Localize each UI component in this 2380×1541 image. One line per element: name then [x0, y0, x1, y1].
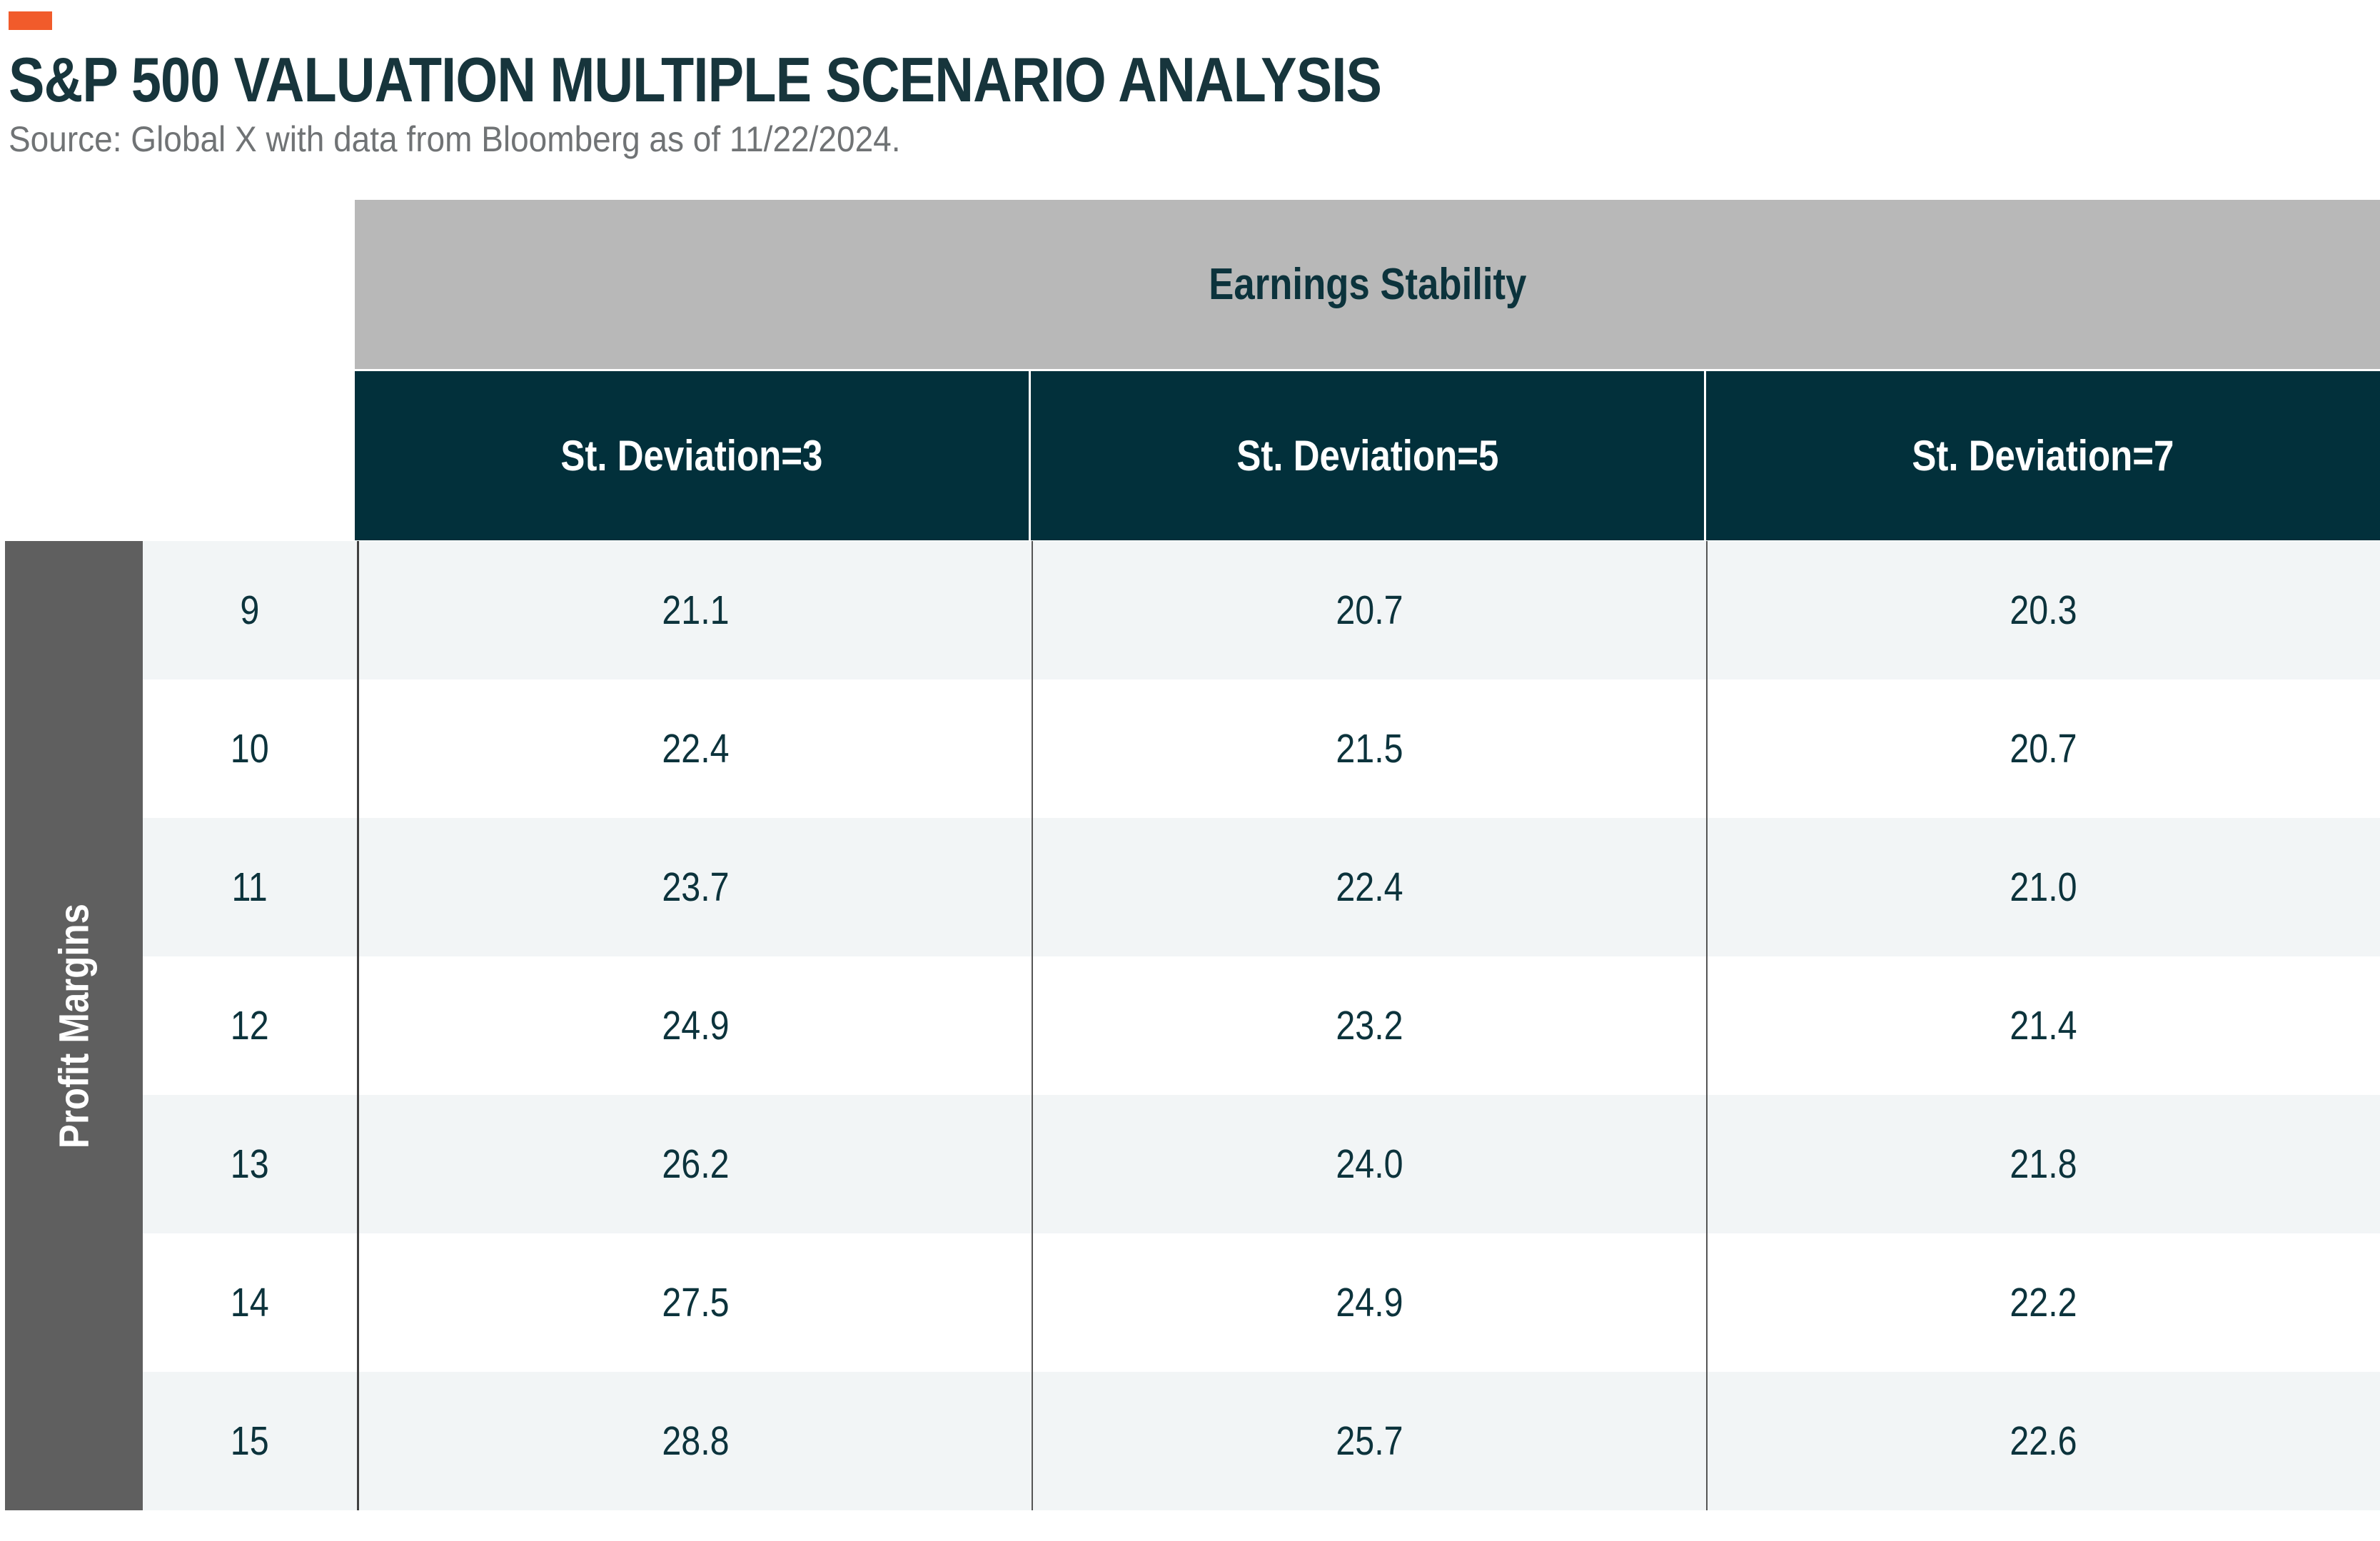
value: 20.3 — [2010, 587, 2077, 633]
column-header-stdev7-label: St. Deviation=7 — [1912, 432, 2174, 480]
row-label: 13 — [231, 1141, 269, 1187]
value: 20.7 — [2010, 726, 2077, 772]
row-data: 24.9 23.2 21.4 — [357, 956, 2380, 1095]
value: 21.4 — [2010, 1003, 2077, 1049]
row-label-cell: 12 — [143, 956, 357, 1095]
source-note: Source: Global X with data from Bloomber… — [9, 119, 901, 159]
value: 24.9 — [662, 1003, 730, 1049]
value-cell: 24.9 — [359, 956, 1032, 1095]
row-label-cell: 11 — [143, 818, 357, 956]
value: 26.2 — [662, 1141, 730, 1187]
value: 21.8 — [2010, 1141, 2077, 1187]
row-label-cell: 15 — [143, 1372, 357, 1510]
value-cell: 22.4 — [359, 679, 1032, 818]
value: 24.9 — [1336, 1280, 1403, 1325]
value-cell: 21.5 — [1032, 679, 1705, 818]
value: 28.8 — [662, 1418, 730, 1464]
row-label: 11 — [231, 864, 268, 910]
value: 22.2 — [2010, 1280, 2077, 1325]
value-cell: 26.2 — [359, 1095, 1032, 1233]
table-row: 10 22.4 21.5 20.7 — [143, 679, 2380, 818]
value-cell: 24.0 — [1032, 1095, 1705, 1233]
row-data: 23.7 22.4 21.0 — [357, 818, 2380, 956]
value: 27.5 — [662, 1280, 730, 1325]
page-title: S&P 500 VALUATION MULTIPLE SCENARIO ANAL… — [9, 44, 1382, 115]
value-cell: 23.7 — [359, 818, 1032, 956]
value-cell: 23.2 — [1032, 956, 1705, 1095]
row-data: 26.2 24.0 21.8 — [357, 1095, 2380, 1233]
table-row: 14 27.5 24.9 22.2 — [143, 1233, 2380, 1372]
row-label: 15 — [231, 1418, 269, 1464]
column-header-stdev5-label: St. Deviation=5 — [1236, 432, 1499, 480]
value: 22.6 — [2010, 1418, 2077, 1464]
value-cell: 22.4 — [1032, 818, 1705, 956]
row-label: 14 — [231, 1280, 269, 1325]
column-header-stdev3: St. Deviation=3 — [355, 371, 1029, 540]
table-row: 12 24.9 23.2 21.4 — [143, 956, 2380, 1095]
value: 21.5 — [1336, 726, 1403, 772]
table-row: 15 28.8 25.7 22.6 — [143, 1372, 2380, 1510]
row-label-cell: 10 — [143, 679, 357, 818]
row-data: 22.4 21.5 20.7 — [357, 679, 2380, 818]
value: 23.2 — [1336, 1003, 1403, 1049]
table-body: 9 21.1 20.7 20.3 10 22.4 21.5 20.7 11 — [143, 541, 2380, 1510]
value-cell: 25.7 — [1032, 1372, 1705, 1510]
value: 20.7 — [1336, 587, 1403, 633]
row-label-cell: 9 — [143, 541, 357, 679]
row-data: 27.5 24.9 22.2 — [357, 1233, 2380, 1372]
value-cell: 24.9 — [1032, 1233, 1705, 1372]
row-data: 28.8 25.7 22.6 — [357, 1372, 2380, 1510]
row-label: 12 — [231, 1003, 269, 1049]
value-cell: 21.1 — [359, 541, 1032, 679]
profit-margins-band: Profit Margins — [5, 541, 143, 1510]
column-header-stdev3-label: St. Deviation=3 — [560, 432, 823, 480]
row-label-cell: 14 — [143, 1233, 357, 1372]
earnings-stability-label: Earnings Stability — [1208, 260, 1527, 309]
value: 22.4 — [662, 726, 730, 772]
value-cell: 28.8 — [359, 1372, 1032, 1510]
column-header-stdev7: St. Deviation=7 — [1704, 371, 2380, 540]
row-label-cell: 13 — [143, 1095, 357, 1233]
column-header-row: St. Deviation=3 St. Deviation=5 St. Devi… — [355, 371, 2380, 540]
value: 25.7 — [1336, 1418, 1403, 1464]
column-header-stdev5: St. Deviation=5 — [1028, 371, 1705, 540]
value-cell: 22.6 — [1705, 1372, 2380, 1510]
value-cell: 27.5 — [359, 1233, 1032, 1372]
table-row: 9 21.1 20.7 20.3 — [143, 541, 2380, 679]
row-label: 9 — [240, 587, 260, 633]
value-cell: 21.4 — [1705, 956, 2380, 1095]
value-cell: 20.3 — [1705, 541, 2380, 679]
table-row: 11 23.7 22.4 21.0 — [143, 818, 2380, 956]
accent-block — [9, 11, 52, 30]
value-cell: 20.7 — [1032, 541, 1705, 679]
table-row: 13 26.2 24.0 21.8 — [143, 1095, 2380, 1233]
value: 23.7 — [662, 864, 730, 910]
value-cell: 21.0 — [1705, 818, 2380, 956]
value: 24.0 — [1336, 1141, 1403, 1187]
row-label: 10 — [231, 726, 269, 772]
value: 21.0 — [2010, 864, 2077, 910]
value: 22.4 — [1336, 864, 1403, 910]
row-data: 21.1 20.7 20.3 — [357, 541, 2380, 679]
value-cell: 20.7 — [1705, 679, 2380, 818]
profit-margins-label: Profit Margins — [51, 903, 98, 1148]
value-cell: 21.8 — [1705, 1095, 2380, 1233]
earnings-stability-band: Earnings Stability — [355, 200, 2380, 369]
value-cell: 22.2 — [1705, 1233, 2380, 1372]
value: 21.1 — [662, 587, 730, 633]
